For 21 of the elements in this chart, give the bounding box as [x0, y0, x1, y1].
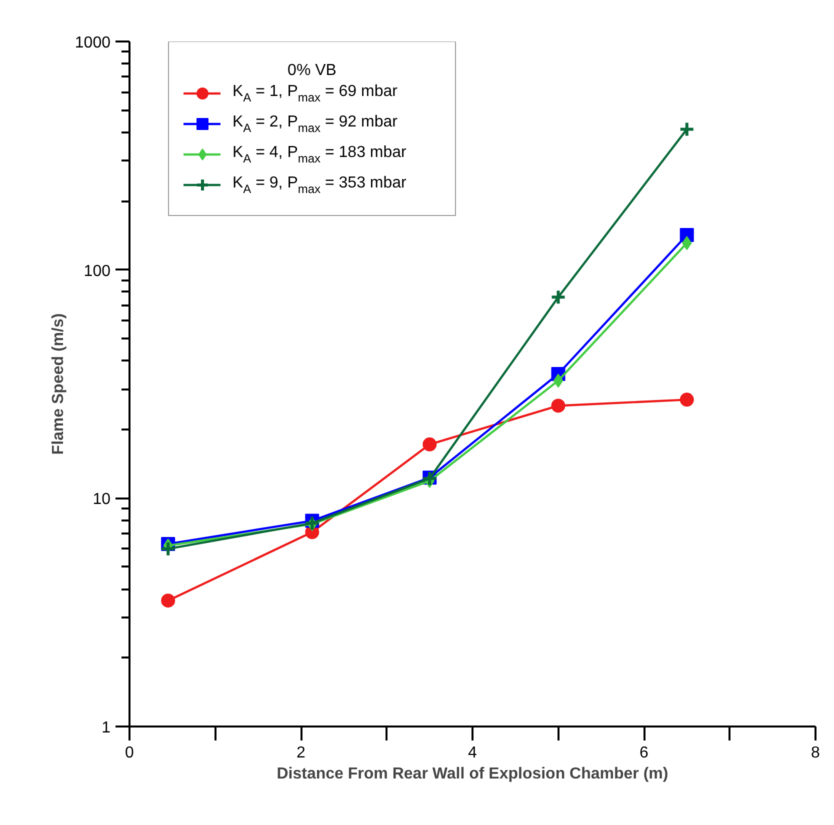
y-axis-title: Flame Speed (m/s) [50, 313, 67, 455]
x-tick-label: 4 [468, 744, 478, 762]
x-tick-label: 2 [296, 744, 306, 762]
x-tick-label: 6 [640, 744, 649, 762]
y-tick-label: 100 [84, 262, 111, 280]
y-tick-label: 10 [92, 491, 111, 508]
y-tick-label: 1 [102, 720, 111, 736]
x-axis-title: Distance From Rear Wall of Explosion Chamber (m) [276, 766, 668, 782]
point [160, 540, 176, 557]
point [550, 289, 566, 306]
point [678, 121, 695, 138]
point [553, 374, 564, 388]
legend-title: 0% VB [288, 62, 336, 79]
point [161, 594, 176, 608]
y-tick-label: 1000 [74, 34, 111, 52]
point [680, 392, 694, 407]
x-tick-label: 8 [811, 744, 820, 762]
point [551, 398, 566, 413]
point [304, 515, 320, 532]
x-tick-label: 0 [125, 744, 134, 762]
point [422, 437, 437, 452]
